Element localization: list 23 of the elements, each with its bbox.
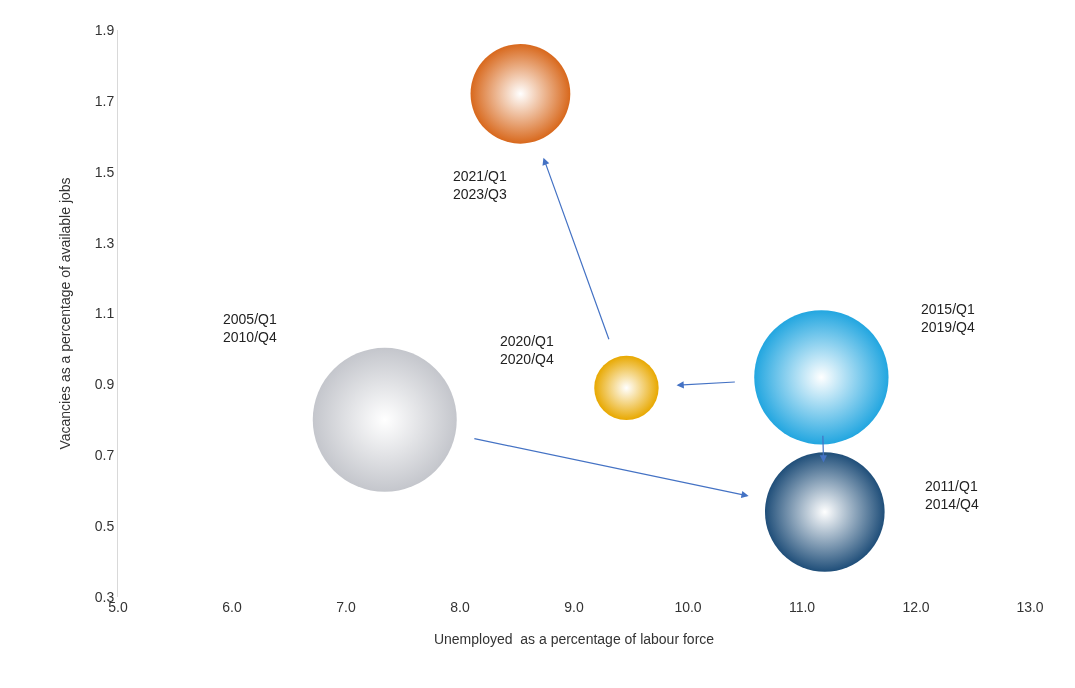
- x-tick-label: 13.0: [1016, 599, 1044, 615]
- annotation: 2011/Q1 2014/Q4: [925, 478, 979, 513]
- x-tick-label: 8.0: [450, 599, 470, 615]
- y-tick-label: 0.5: [94, 518, 115, 535]
- y-tick-label: 1.9: [94, 21, 115, 38]
- annotation: 2021/Q1 2023/Q3: [453, 168, 507, 203]
- y-tick-label: 0.7: [94, 447, 115, 464]
- y-tick-label: 1.7: [94, 92, 115, 109]
- x-tick-label: 10.0: [674, 599, 702, 615]
- y-tick-label: 0.9: [94, 376, 115, 393]
- x-tick-label: 11.0: [788, 599, 816, 615]
- x-tick-label: 9.0: [564, 599, 584, 615]
- annotation: 2020/Q1 2020/Q4: [500, 333, 554, 368]
- x-tick-label: 12.0: [902, 599, 930, 615]
- y-tick-label: 1.1: [94, 305, 115, 322]
- annotation: 2015/Q1 2019/Q4: [921, 301, 975, 336]
- x-tick-label: 6.0: [222, 599, 242, 615]
- y-tick-label: 1.3: [94, 234, 115, 251]
- x-axis-title: Unemployed as a percentage of labour force: [433, 631, 715, 648]
- y-axis-title: Vacancies as a percentage of available jobs: [57, 177, 74, 450]
- y-tick-label: 1.5: [94, 163, 115, 180]
- annotation: 2005/Q1 2010/Q4: [223, 311, 277, 346]
- x-tick-label: 7.0: [336, 599, 356, 615]
